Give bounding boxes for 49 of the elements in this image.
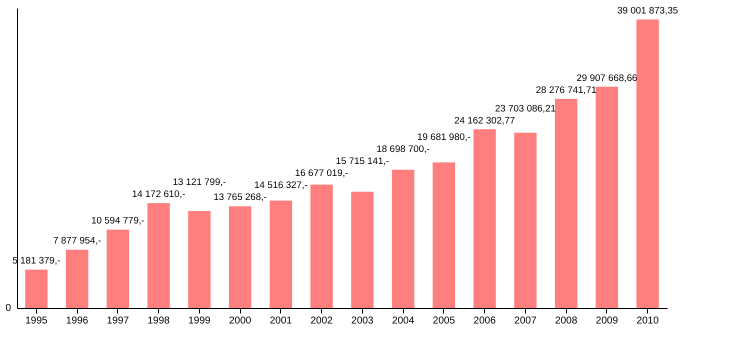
data-label: 13 121 799,- [172, 177, 226, 188]
bar [106, 230, 130, 308]
x-tick-label: 1995 [25, 316, 48, 326]
data-label: 13 765 268,- [213, 192, 267, 204]
data-label: 14 172 610,- [132, 189, 186, 200]
x-tick-label: 2008 [555, 316, 578, 326]
x-tick-label: 2006 [474, 316, 496, 326]
data-label: 29 907 668,66 [576, 72, 638, 84]
x-tick-label: 2005 [432, 316, 456, 326]
data-label: 14 516 327,- [254, 180, 308, 192]
bar [66, 250, 88, 308]
x-tick-label: 1996 [66, 316, 89, 326]
bar [636, 20, 659, 308]
data-label: 19 681 980,- [417, 132, 471, 144]
x-tick-label: 2010 [636, 316, 660, 326]
bar [392, 170, 414, 308]
data-label: 24 162 302,77 [454, 115, 516, 126]
bar [351, 192, 374, 308]
x-tick-label: 2003 [351, 316, 374, 326]
bar [473, 129, 496, 308]
data-label: 16 677 019,- [294, 168, 348, 180]
bar [188, 210, 211, 308]
x-tick-label: 2002 [310, 316, 334, 326]
x-tick-label: 1998 [147, 316, 170, 326]
data-label: 23 703 086,21 [495, 103, 556, 114]
x-tick-label: 2001 [270, 316, 292, 326]
x-tick-label: 1999 [188, 316, 211, 326]
data-label: 39 001 873,35 [617, 6, 678, 17]
text: 0 [5, 303, 12, 314]
bar [147, 203, 170, 308]
x-tick-label: 1997 [106, 316, 130, 326]
x-tick-label: 2009 [596, 316, 618, 326]
x-tick-label: 2007 [514, 316, 537, 326]
bar [270, 200, 292, 308]
data-label: 7 877 954,- [53, 236, 102, 247]
bar [310, 184, 333, 308]
data-label: 28 276 741,71 [536, 84, 597, 96]
data-label: 5 181 379,- [12, 256, 60, 267]
bar [596, 86, 618, 308]
bar [554, 98, 578, 308]
bar [25, 270, 48, 308]
bar [514, 132, 537, 308]
bar [228, 206, 252, 308]
x-tick-label: 2000 [228, 316, 252, 326]
x-tick-label: 2004 [392, 316, 415, 326]
data-label: 15 715 141,- [336, 156, 390, 168]
data-label: 18 698 700,- [376, 144, 430, 156]
data-label: 10 594 779,- [91, 216, 145, 227]
bar [432, 162, 456, 308]
